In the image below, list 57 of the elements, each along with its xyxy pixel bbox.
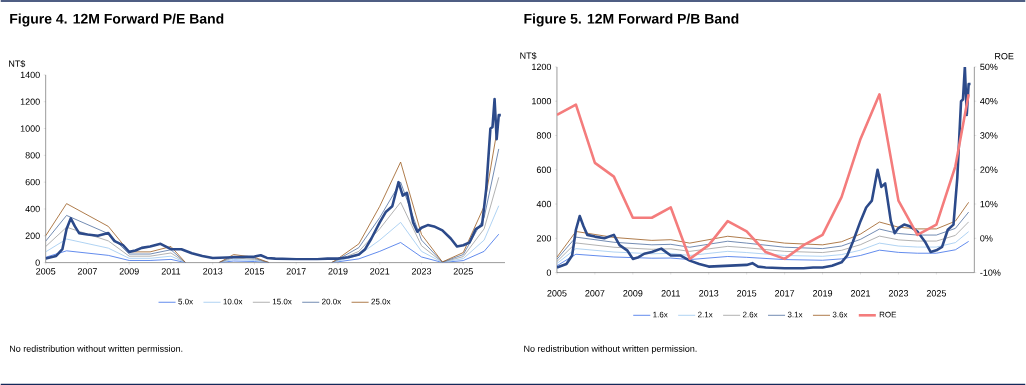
x-tick-label: 2007: [77, 267, 97, 275]
x-tick-label: 2017: [286, 267, 306, 275]
y2-tick-label: 30%: [980, 132, 998, 139]
y2-tick-label: -10%: [980, 269, 1001, 276]
y-tick-label: 600: [25, 178, 40, 186]
x-tick-label: 2023: [411, 267, 432, 275]
line-series: [556, 240, 970, 266]
x-tick-label: 2017: [775, 289, 795, 297]
y-tick-label: 800: [536, 132, 552, 139]
y-axis-title: NT$: [520, 51, 537, 60]
x-tick-label: 2013: [203, 267, 223, 275]
y2-tick-label: 0%: [980, 234, 993, 242]
x-tick-label: 2013: [699, 289, 719, 297]
line-series: [556, 211, 970, 260]
y-tick-label: 1400: [20, 71, 40, 78]
text: No redistribution without written permission.: [524, 345, 697, 354]
y-tick-label: 1000: [20, 125, 40, 132]
y-tick-label: 200: [536, 234, 552, 242]
y-tick-label: 1200: [20, 98, 40, 105]
y-tick-label: 600: [536, 166, 552, 173]
y-tick-label: 1000: [532, 97, 552, 105]
y2-tick-label: 50%: [980, 63, 998, 70]
y2-axis-title: ROE: [995, 52, 1014, 60]
y-tick-label: 800: [25, 151, 40, 159]
x-tick-label: 2025: [453, 267, 473, 275]
y-axis-title: NT$: [9, 59, 26, 68]
x-tick-label: 2021: [370, 267, 390, 275]
x-tick-label: 2021: [850, 289, 871, 297]
x-tick-label: 2011: [161, 267, 181, 275]
y2-tick-label: 20%: [980, 166, 998, 173]
y-tick-label: 200: [25, 232, 40, 239]
chart-title: Figure 5. 12M Forward P/B Band: [524, 13, 739, 27]
x-tick-label: 2009: [119, 267, 139, 275]
y-tick-label: 0: [35, 259, 40, 266]
x-tick-label: 2015: [244, 267, 265, 275]
x-tick-label: 2007: [585, 289, 605, 297]
y-tick-label: 0: [546, 269, 552, 276]
text: No redistribution without written permission.: [10, 345, 183, 354]
y2-tick-label: 10%: [980, 200, 998, 208]
x-tick-label: 2023: [888, 289, 909, 297]
y-tick-label: 400: [536, 200, 552, 207]
line-series: [556, 221, 970, 262]
x-tick-label: 2025: [926, 289, 947, 297]
line-series: [556, 231, 970, 264]
x-tick-label: 2019: [328, 267, 348, 275]
line-series: [556, 201, 970, 258]
y-tick-label: 400: [25, 205, 40, 212]
x-tick-label: 2019: [813, 289, 833, 297]
x-tick-label: 2015: [737, 289, 757, 297]
y-tick-label: 1200: [532, 63, 552, 70]
x-tick-label: 2005: [36, 267, 56, 275]
x-tick-label: 2005: [547, 289, 567, 297]
chart-title: Figure 4. 12M Forward P/E Band: [10, 13, 224, 27]
y2-tick-label: 40%: [980, 97, 998, 105]
line-series: [556, 92, 970, 260]
x-tick-label: 2011: [661, 289, 680, 297]
x-tick-label: 2009: [623, 289, 643, 297]
